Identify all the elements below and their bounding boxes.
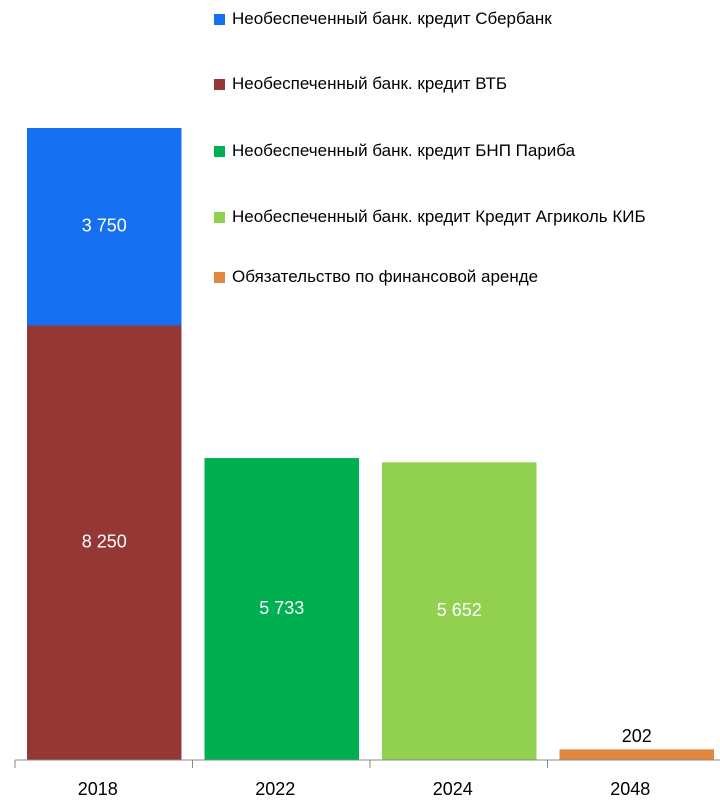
legend-item: Необеспеченный банк. кредит БНП Париба <box>214 140 720 162</box>
bar <box>27 325 182 760</box>
bar <box>204 458 359 760</box>
legend-swatch <box>214 14 225 25</box>
value-label: 5 652 <box>437 600 482 620</box>
value-label: 8 250 <box>82 532 127 552</box>
x-tick-label: 2024 <box>433 779 473 799</box>
legend-swatch <box>214 212 225 223</box>
legend-label: Необеспеченный банк. кредит Кредит Агрик… <box>232 207 646 226</box>
legend-swatch <box>214 79 225 90</box>
legend-label: Необеспеченный банк. кредит БНП Париба <box>232 141 576 160</box>
legend-label: Обязательство по финансовой аренде <box>232 267 539 286</box>
legend-item: Обязательство по финансовой аренде <box>214 266 720 288</box>
value-label: 3 750 <box>82 216 127 236</box>
legend-item: Необеспеченный банк. кредит Кредит Агрик… <box>214 206 720 228</box>
x-tick-label: 2018 <box>78 779 118 799</box>
bar <box>27 128 182 326</box>
value-label: 5 733 <box>259 598 304 618</box>
legend-label: Необеспеченный банк. кредит ВТБ <box>232 74 508 93</box>
legend-item: Необеспеченный банк. кредит Сбербанк <box>214 8 720 30</box>
legend-swatch <box>214 272 225 283</box>
bar <box>382 462 537 760</box>
bar <box>559 749 714 760</box>
x-tick-label: 2022 <box>255 779 295 799</box>
x-tick-label: 2048 <box>610 779 650 799</box>
value-label: 202 <box>622 726 652 746</box>
legend-item: Необеспеченный банк. кредит ВТБ <box>214 73 720 95</box>
legend-label: Необеспеченный банк. кредит Сбербанк <box>232 9 552 28</box>
legend-swatch <box>214 146 225 157</box>
